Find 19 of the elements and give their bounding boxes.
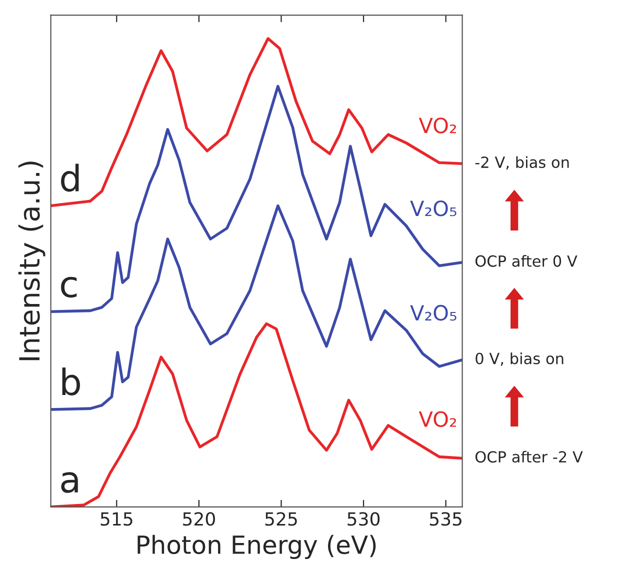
annotation: c bbox=[61, 276, 77, 298]
x-axis-title: Photon Energy (eV) bbox=[138, 534, 376, 560]
text: -2 V, bias on bbox=[475, 156, 569, 170]
x-tick-label: 525 bbox=[265, 512, 297, 526]
x-tick-label: 515 bbox=[100, 512, 132, 526]
y-axis-title: Intensity (a.u.) bbox=[18, 162, 46, 360]
annotation: d bbox=[61, 164, 79, 192]
text: OCP after -2 V bbox=[475, 450, 583, 463]
text: 0 V, bias on bbox=[476, 352, 564, 366]
series-label: V₂O₅ bbox=[410, 200, 456, 216]
annotation: a bbox=[61, 472, 78, 493]
series-label: VO₂ bbox=[418, 118, 456, 134]
annotation: b bbox=[62, 368, 80, 396]
x-tick-label: 530 bbox=[348, 512, 380, 526]
series-label: V₂O₅ bbox=[410, 304, 456, 321]
text: OCP after 0 V bbox=[475, 255, 578, 267]
x-tick-label: 520 bbox=[183, 512, 215, 526]
x-tick-label: 535 bbox=[430, 512, 462, 526]
series-label: VO₂ bbox=[418, 411, 456, 428]
